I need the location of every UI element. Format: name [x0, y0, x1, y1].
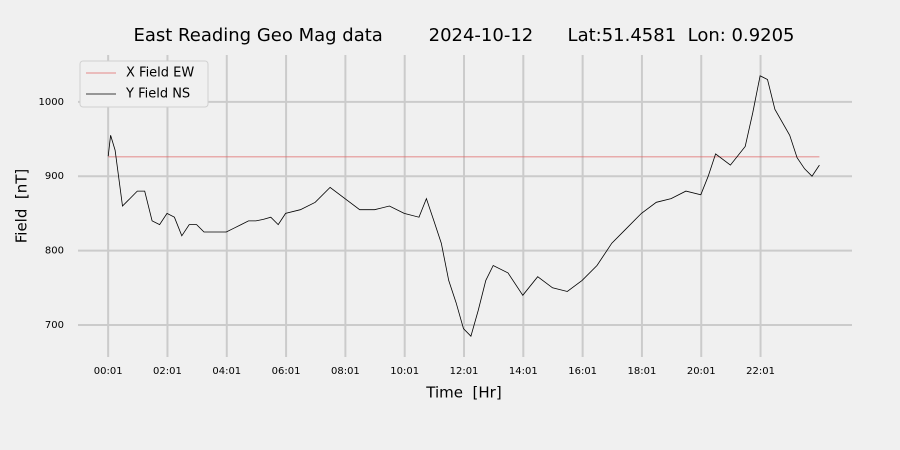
- chart-title: East Reading Geo Mag data 2024-10-12 Lat…: [133, 25, 794, 46]
- x-tick-label: 10:01: [390, 366, 419, 377]
- y-tick-label: 1000: [39, 97, 64, 108]
- x-tick-label: 16:01: [568, 366, 597, 377]
- x-tick-label: 00:01: [94, 366, 123, 377]
- x-tick-label: 04:01: [212, 366, 241, 377]
- x-tick-label: 22:01: [746, 366, 775, 377]
- legend-box: [79, 60, 209, 108]
- legend: X Field EW Y Field NS: [79, 60, 209, 108]
- y-tick-label: 800: [45, 246, 64, 257]
- x-tick-label: 06:01: [272, 366, 301, 377]
- x-tick-label: 20:01: [687, 366, 716, 377]
- grid: 700 800 900 1000 00:01 02:01 04:01 06:01 08:01 10…: [39, 55, 852, 377]
- x-tick-label: 02:01: [153, 366, 182, 377]
- plot: [107, 75, 820, 337]
- y-tick-label: 700: [45, 320, 64, 331]
- y-tick-label: 900: [45, 171, 64, 182]
- x-tick-label: 12:01: [450, 366, 479, 377]
- y-axis-label: Field [nT]: [13, 169, 31, 244]
- legend-label: Y Field NS: [125, 87, 190, 102]
- x-tick-label: 18:01: [628, 366, 657, 377]
- x-tick-label: 14:01: [509, 366, 538, 377]
- data-line: [107, 75, 820, 337]
- x-tick-label: 08:01: [331, 366, 360, 377]
- legend-label: X Field EW: [126, 66, 194, 81]
- x-axis-label: Time [Hr]: [425, 384, 501, 402]
